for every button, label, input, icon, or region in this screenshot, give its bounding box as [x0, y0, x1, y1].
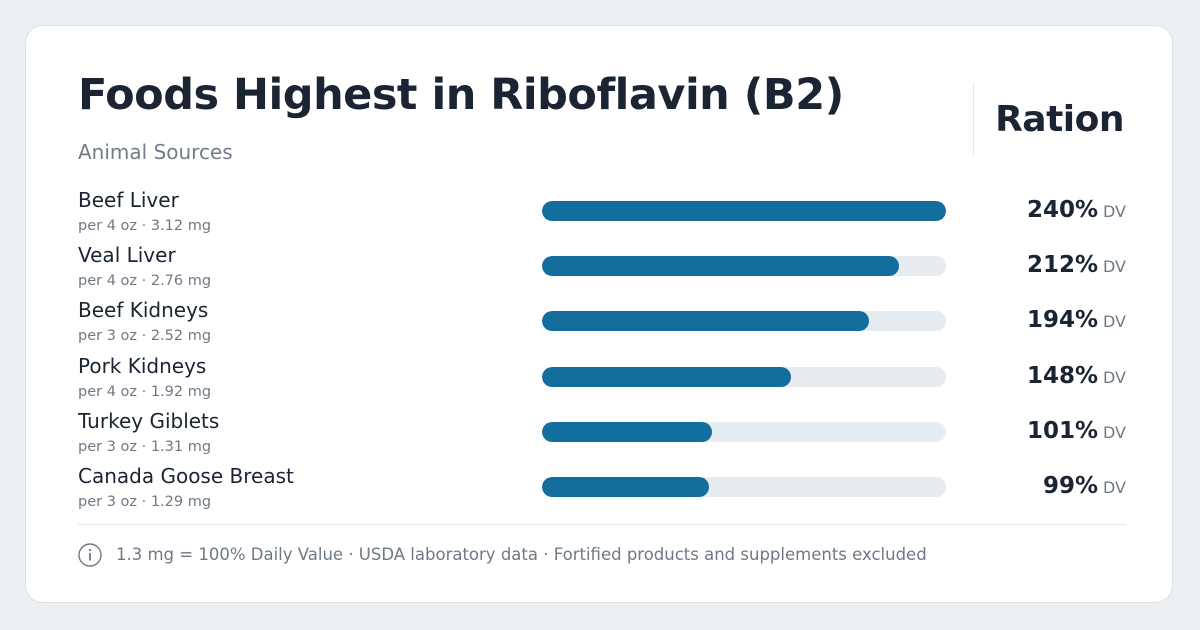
bar-track [542, 311, 946, 332]
dv-value: 212% DV [1027, 254, 1126, 277]
dv-percent-label: 240% [1026, 197, 1099, 223]
food-serving: per 4 oz · 1.92 mg [78, 383, 212, 400]
food-name: Beef Liver [78, 188, 179, 212]
food-serving: per 4 oz · 3.12 mg [78, 218, 212, 234]
chart-card: Foods Highest in Riboflavin (B2) Animal … [25, 25, 1173, 603]
dv-percent-label: 148% [1026, 362, 1099, 389]
dv-unit-label: DV [1103, 312, 1126, 332]
bar-track [542, 366, 946, 387]
dv-value: 240% DV [1027, 199, 1126, 222]
chart-row: Beef Liver per 4 oz · 3.12 mg 240% DV [78, 184, 1126, 239]
dv-unit-label: DV [1103, 257, 1126, 277]
bar [542, 256, 899, 277]
chart-row: Veal Liver per 4 oz · 2.76 mg 212% DV [78, 239, 1126, 294]
chart-subtitle: Animal Sources [78, 140, 233, 164]
food-serving: per 4 oz · 2.76 mg [78, 273, 212, 290]
dv-unit-label: DV [1103, 202, 1126, 221]
dv-value: 148% DV [1026, 362, 1126, 389]
bar-track [542, 256, 946, 277]
footnote: 1.3 mg = 100% Daily Value · USDA laborat… [116, 545, 927, 564]
food-serving: per 3 oz · 1.31 mg [78, 438, 212, 455]
dv-percent-label: 194% [1026, 307, 1099, 334]
food-name: Turkey Giblets [78, 408, 220, 433]
chart-title: Foods Highest in Riboflavin (B2) [78, 70, 844, 120]
chart-row: Pork Kidneys per 4 oz · 1.92 mg 148% DV [78, 350, 1126, 405]
food-serving: per 3 oz · 2.52 mg [78, 328, 212, 345]
food-serving: per 3 oz · 1.29 mg [78, 493, 212, 510]
footer-divider [78, 524, 1126, 525]
dv-value: 194% DV [1027, 309, 1126, 332]
chart-row: Turkey Giblets per 3 oz · 1.31 mg 101% DV [78, 405, 1126, 460]
chart-row: Canada Goose Breast per 3 oz · 1.29 mg 99%… [78, 460, 1126, 515]
bar [542, 476, 709, 497]
chart-row: Beef Kidneys per 3 oz · 2.52 mg 194% DV [78, 294, 1126, 349]
bar-chart: Beef Liver per 4 oz · 3.12 mg 240% DV Veal L… [78, 184, 1126, 515]
bar [542, 366, 792, 387]
food-name: Pork Kidneys [78, 353, 207, 378]
dv-unit-label: DV [1103, 422, 1126, 442]
food-name: Veal Liver [78, 243, 176, 268]
dv-unit-label: DV [1103, 477, 1126, 497]
dv-value: 101% DV [1026, 417, 1126, 444]
dv-value: 99% DV [1042, 472, 1126, 499]
dv-percent-label: 212% [1026, 252, 1099, 279]
brand-logo: Ration [995, 99, 1124, 140]
dv-percent-label: 101% [1026, 417, 1099, 444]
bar [542, 311, 869, 332]
dv-percent-label: 99% [1042, 472, 1099, 499]
food-name: Canada Goose Breast [78, 463, 294, 488]
bar-track [542, 476, 946, 497]
bar-track [542, 421, 946, 442]
brand-divider [973, 83, 974, 155]
bar [542, 421, 713, 442]
bar-track [542, 201, 946, 221]
dv-unit-label: DV [1103, 367, 1126, 387]
info-icon [78, 543, 102, 567]
bar [542, 201, 946, 221]
food-name: Beef Kidneys [78, 298, 209, 323]
